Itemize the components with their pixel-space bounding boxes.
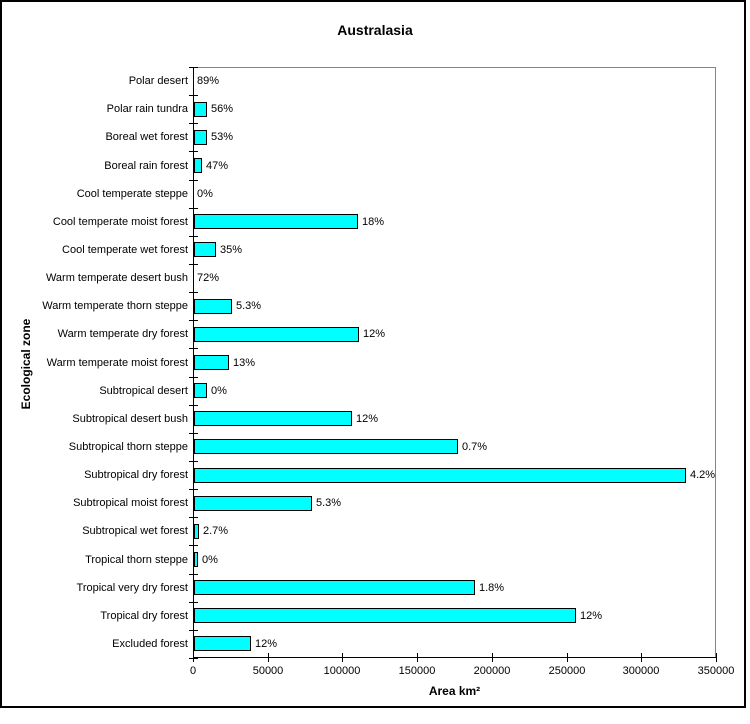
category-label: Boreal wet forest [105, 131, 188, 143]
category-label: Excluded forest [112, 638, 188, 650]
x-axis-tick-label: 350000 [697, 665, 735, 677]
bar-value-label: 0.7% [462, 441, 488, 453]
x-axis-tick-label: 300000 [622, 665, 660, 677]
x-axis-tick-label: 0 [189, 665, 197, 677]
bar [194, 299, 232, 314]
category-label: Subtropical wet forest [82, 525, 188, 537]
category-label: Warm temperate thorn steppe [42, 300, 188, 312]
category-label: Subtropical moist forest [73, 497, 188, 509]
bar-value-label: 0% [202, 554, 218, 566]
bar-value-label: 12% [580, 610, 603, 622]
x-axis-tick-label: 250000 [548, 665, 586, 677]
bar [194, 496, 312, 511]
bar-value-label: 12% [363, 328, 386, 340]
bar-value-label: 5.3% [236, 300, 262, 312]
category-label: Subtropical desert [99, 385, 188, 397]
bar [194, 524, 199, 539]
category-label: Warm temperate dry forest [57, 328, 188, 340]
x-axis-tick-label: 150000 [398, 665, 436, 677]
category-label: Subtropical desert bush [72, 413, 188, 425]
category-label: Polar rain tundra [106, 103, 188, 115]
category-label: Warm temperate moist forest [46, 357, 188, 369]
category-label: Tropical thorn steppe [85, 554, 188, 566]
bar-value-label: 53% [211, 131, 234, 143]
category-label: Warm temperate desert bush [45, 272, 188, 284]
category-label: Cool temperate steppe [76, 188, 188, 200]
bar [194, 411, 352, 426]
bar-value-label: 0% [211, 385, 227, 397]
x-axis-title: Area km² [428, 684, 481, 698]
bar [194, 102, 207, 117]
bar [194, 214, 358, 229]
category-label: Boreal rain forest [104, 160, 188, 172]
bar-value-label: 12% [255, 638, 278, 650]
category-label: Cool temperate wet forest [62, 244, 188, 256]
bar-value-label: 5.3% [316, 497, 342, 509]
bar-value-label: 72% [197, 272, 220, 284]
chart-title: Australasia [337, 22, 413, 38]
bar-value-label: 18% [362, 216, 385, 228]
x-axis-tick-label: 200000 [473, 665, 511, 677]
bar-value-label: 35% [220, 244, 243, 256]
bar-value-label: 13% [233, 357, 256, 369]
category-label: Tropical dry forest [100, 610, 188, 622]
bar [194, 327, 359, 342]
bar [194, 468, 686, 483]
category-label: Polar desert [128, 75, 188, 87]
bar-value-label: 47% [206, 160, 229, 172]
chart-border-frame [0, 0, 746, 708]
x-axis-line [193, 657, 717, 658]
category-label: Subtropical thorn steppe [68, 441, 188, 453]
bar-value-label: 2.7% [203, 525, 229, 537]
bar [194, 242, 216, 257]
bar [194, 580, 475, 595]
bar [194, 439, 458, 454]
bar-value-label: 4.2% [690, 469, 716, 481]
bar [194, 552, 198, 567]
bar [194, 608, 576, 623]
bar-value-label: 1.8% [479, 582, 505, 594]
category-label: Subtropical dry forest [84, 469, 188, 481]
bar [194, 636, 251, 651]
bar [194, 383, 207, 398]
x-axis-tick-label: 50000 [252, 665, 284, 677]
x-axis-tick-label: 100000 [323, 665, 361, 677]
bar-value-label: 0% [197, 188, 213, 200]
bar-value-label: 12% [356, 413, 379, 425]
category-label: Tropical very dry forest [76, 582, 188, 594]
bar-value-label: 89% [197, 75, 220, 87]
category-label: Cool temperate moist forest [52, 216, 188, 228]
bar [194, 158, 202, 173]
plot-area [193, 67, 716, 658]
bar [194, 355, 229, 370]
bar-value-label: 56% [211, 103, 234, 115]
bar [194, 130, 207, 145]
y-axis-line [193, 67, 194, 658]
